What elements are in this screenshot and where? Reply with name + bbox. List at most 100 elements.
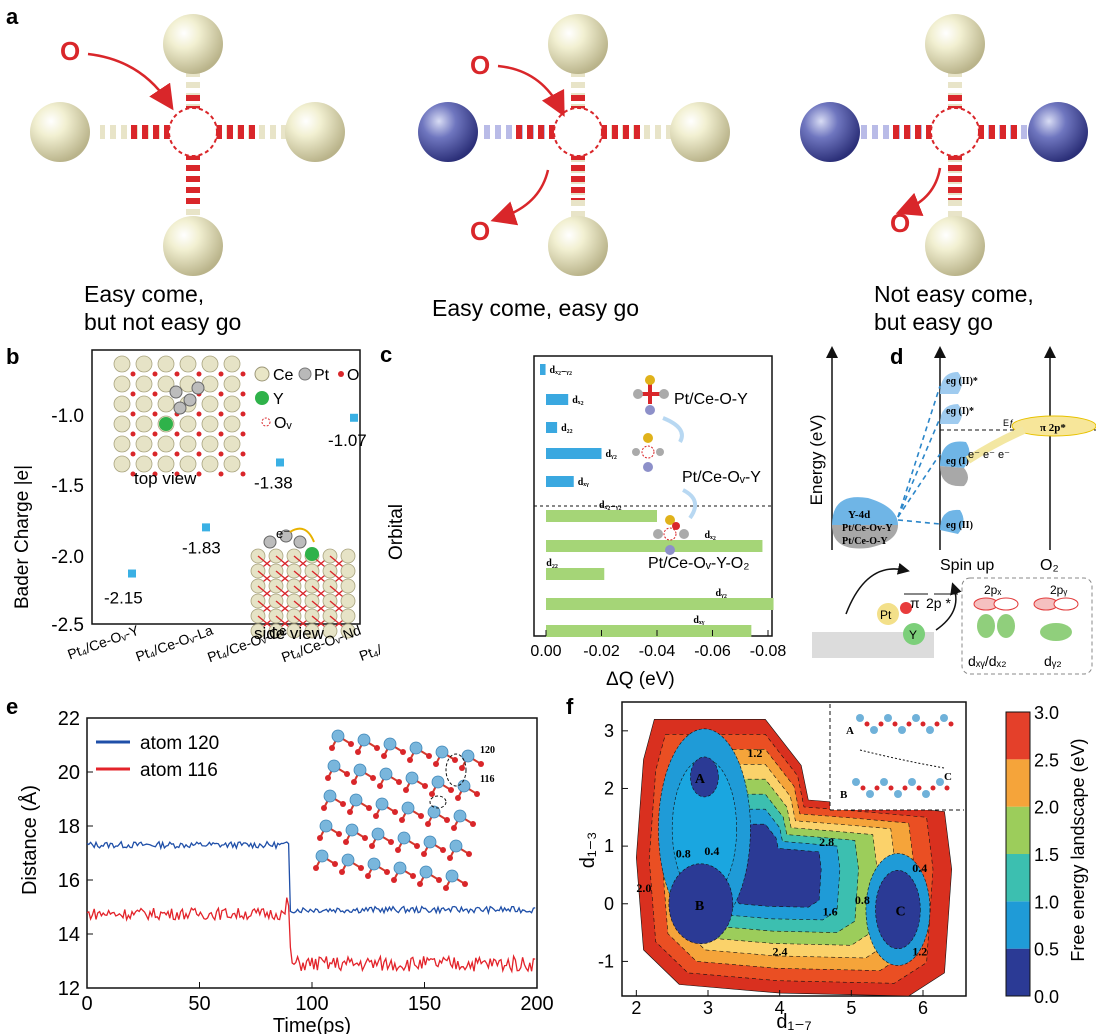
o-atom	[196, 431, 202, 437]
contour-label: 2.8	[819, 835, 834, 849]
inset-label-b: B	[840, 789, 848, 801]
series-line	[86, 840, 536, 916]
ce-atom	[135, 435, 153, 453]
side-view-structure	[250, 527, 356, 639]
ce-atom	[179, 355, 197, 373]
o-atom	[336, 831, 342, 837]
f-x-tick-label: 4	[775, 998, 785, 1018]
f-ticks: 2 3 4 5 6 3 2 1 0 -1	[598, 721, 928, 1018]
caption-3-line-1: Not easy come,	[874, 281, 1034, 307]
o-atom	[403, 787, 409, 793]
o-atom	[347, 809, 353, 815]
o-atom	[240, 411, 246, 417]
orbital-label: dₓ₂₋ᵧ₂	[550, 365, 573, 376]
bader-value-label: -1.38	[254, 473, 293, 492]
o-atom	[218, 451, 224, 457]
o-atom	[417, 881, 423, 887]
ce-atom	[340, 623, 356, 639]
o-atom	[196, 411, 202, 417]
inset-o-atom	[888, 785, 894, 791]
d-eg-levels: eɡ (II)* eɡ (I)* eɡ (I) eɡ (II)	[940, 372, 978, 534]
o-atom	[366, 805, 372, 811]
inset-atom	[922, 790, 930, 798]
e-x-tick-label: 150	[408, 993, 441, 1015]
e-legend: atom 120 atom 116	[96, 733, 219, 781]
bader-points: -2.15-1.83-1.38-1.07-1.00	[104, 413, 367, 608]
panel-b-label: b	[6, 344, 19, 369]
o-atom	[384, 869, 390, 875]
cation-atom	[409, 741, 423, 755]
orbital-label: dₓᵧ	[693, 615, 704, 626]
colorbar-tick: 2.0	[1034, 798, 1059, 818]
ce-atom	[286, 623, 302, 639]
o-atom	[152, 451, 158, 457]
o-atom	[130, 451, 136, 457]
o-atom	[444, 817, 450, 823]
colorbar: 3.0 2.5 2.0 1.5 1.0 0.5 0.0	[1005, 703, 1059, 1007]
cation-atom	[431, 775, 445, 789]
pt-atom	[293, 535, 307, 549]
inset-o-atom	[860, 785, 866, 791]
colorbar-tick: 0.0	[1034, 987, 1059, 1007]
c-bars: dₓ₂₋ᵧ₂ dₓ₂ d₂₂ dᵧ₂ dₓᵧ dₓ₂₋ᵧ₂ dₓ₂ d₂₂ dᵧ₂ dₓᵧ	[540, 364, 774, 637]
inset-o-atom	[874, 785, 880, 791]
ce-atom	[113, 375, 131, 393]
e-ylabel: Distance (Å)	[18, 785, 41, 895]
b-category-label: Pt₄/Ce-Oᵥ-Pr	[357, 622, 380, 664]
cation-atom	[371, 827, 385, 841]
inset-atom	[926, 726, 934, 734]
inset-o-atom	[916, 785, 922, 791]
minimum-label: C	[896, 905, 906, 920]
f-x-tick-label: 3	[703, 998, 713, 1018]
contour-label: 2.4	[773, 945, 788, 959]
d-electrons: e⁻ e⁻ e⁻	[968, 449, 1010, 461]
panel-b: b Bader Charge |e| -1.0 -1.5 -2.0 -2.5 t…	[6, 344, 380, 665]
ce-atom	[113, 415, 131, 433]
orbital-bar-green	[546, 625, 752, 637]
molecule-easy-come: O	[30, 14, 345, 276]
colorbar-segment	[1006, 759, 1030, 807]
e-x-tick-label: 50	[188, 993, 210, 1015]
b-ytick: -2.5	[51, 615, 84, 636]
o-atom	[174, 371, 180, 377]
o-atom	[218, 431, 224, 437]
inset-o-atom	[902, 785, 908, 791]
colorbar-tick: 3.0	[1034, 703, 1059, 723]
c-ylabel: Orbital	[386, 504, 407, 560]
b-ytick: -1.0	[51, 406, 84, 427]
c-structure-3	[653, 515, 689, 555]
o-atom	[440, 847, 446, 853]
o-atom	[351, 779, 357, 785]
d-orbital-box	[961, 577, 1093, 675]
d-y-label: Y	[909, 628, 917, 642]
pt-atom	[173, 401, 187, 415]
e-y-tick-label: 12	[58, 978, 80, 1000]
o-atom	[152, 391, 158, 397]
f-ylabel: d₁₋₃	[577, 832, 599, 869]
b-ytick: -2.0	[51, 547, 84, 568]
d-energy-label: Energy (eV)	[807, 415, 826, 506]
o-atom	[152, 411, 158, 417]
cation-atom	[383, 737, 397, 751]
d-dxy-dxz: dₓᵧ/dₓ₂	[968, 653, 1007, 669]
o-atom	[395, 847, 401, 853]
orbital-label: d₂₂	[561, 423, 573, 434]
orbital-label: dₓ₂	[704, 530, 715, 541]
inset-o-atom	[892, 721, 898, 727]
inset-atom	[912, 714, 920, 722]
o-atom-label: O	[60, 36, 80, 66]
d-fermi-label: Eƒ	[1003, 418, 1014, 428]
cation-atom	[419, 865, 433, 879]
panel-a-label: a	[6, 4, 19, 29]
bader-value-label: -2.15	[104, 589, 143, 608]
colorbar-tick: 0.5	[1034, 940, 1059, 960]
cation-atom	[397, 831, 411, 845]
colorbar-segment	[1006, 854, 1030, 902]
e-xlabel: Time(ps)	[273, 1015, 351, 1034]
inset-o-atom	[930, 785, 936, 791]
caption-2-line-1: Easy come, easy go	[432, 295, 639, 321]
cation-atom	[327, 759, 341, 773]
panel-a-captions: Easy come, but not easy go Easy come, ea…	[84, 281, 1034, 335]
cation-atom	[379, 767, 393, 781]
